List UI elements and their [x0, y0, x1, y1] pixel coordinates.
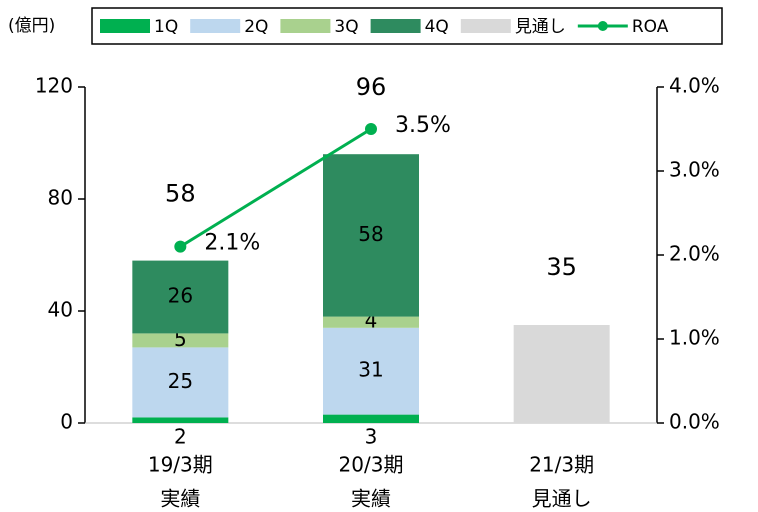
data-label: 31	[358, 358, 383, 382]
legend-box	[91, 7, 723, 45]
y2-tick-label: 4.0%	[669, 74, 720, 98]
y-tick-label: 80	[48, 186, 73, 210]
data-label: 35	[546, 253, 577, 281]
y-tick-label: 40	[48, 298, 73, 322]
data-label: 3	[365, 425, 378, 449]
bar-segment	[132, 260, 229, 334]
y2-tick-label: 0.0%	[669, 410, 720, 434]
y2-tick-label: 3.0%	[669, 158, 720, 182]
total-label: 58	[165, 180, 196, 208]
bar-segment	[323, 327, 419, 415]
y2-tick-label: 1.0%	[669, 326, 720, 350]
y-tick-label: 0	[60, 410, 73, 434]
bar-segment	[323, 414, 419, 423]
roa-line	[179, 127, 372, 248]
legend-swatch	[597, 21, 608, 31]
legend-swatch	[280, 19, 331, 33]
legend-label: 2Q	[244, 17, 268, 37]
legend-label: 3Q	[334, 17, 358, 37]
data-label: 25	[168, 369, 193, 393]
bar-segment	[513, 325, 610, 423]
unit-label: (億円)	[8, 16, 55, 36]
legend-label: 見通し	[515, 17, 566, 37]
legend-swatch	[100, 19, 150, 33]
legend-swatch	[190, 19, 241, 33]
x-tick-label: 19/3期	[148, 453, 213, 477]
x-tick-label: 20/3期	[339, 453, 404, 477]
roa-point	[174, 240, 187, 253]
bar-segment	[132, 347, 229, 418]
y-tick-label: 120	[35, 74, 73, 98]
x-tick-sublabel: 見通し	[532, 487, 592, 511]
total-label: 96	[356, 73, 387, 101]
data-label: 58	[358, 222, 383, 246]
legend-swatch	[460, 19, 511, 33]
data-label: 2	[174, 425, 187, 449]
legend-label: 1Q	[154, 17, 178, 37]
legend-label: ROA	[632, 17, 669, 37]
bar-segment	[323, 154, 419, 317]
x-tick-sublabel: 実績	[160, 487, 200, 511]
bar-segment	[132, 417, 229, 423]
x-tick-label: 21/3期	[529, 453, 594, 477]
roa-label: 2.1%	[204, 231, 260, 256]
roa-point	[365, 123, 377, 135]
roa-label: 3.5%	[395, 113, 451, 138]
legend-swatch	[370, 19, 421, 33]
bar-segment	[132, 333, 229, 348]
legend-label: 4Q	[425, 17, 449, 37]
y2-tick-label: 2.0%	[669, 242, 720, 266]
x-tick-sublabel: 実績	[351, 487, 391, 511]
bar-segment	[323, 316, 419, 328]
data-label: 26	[168, 284, 193, 308]
